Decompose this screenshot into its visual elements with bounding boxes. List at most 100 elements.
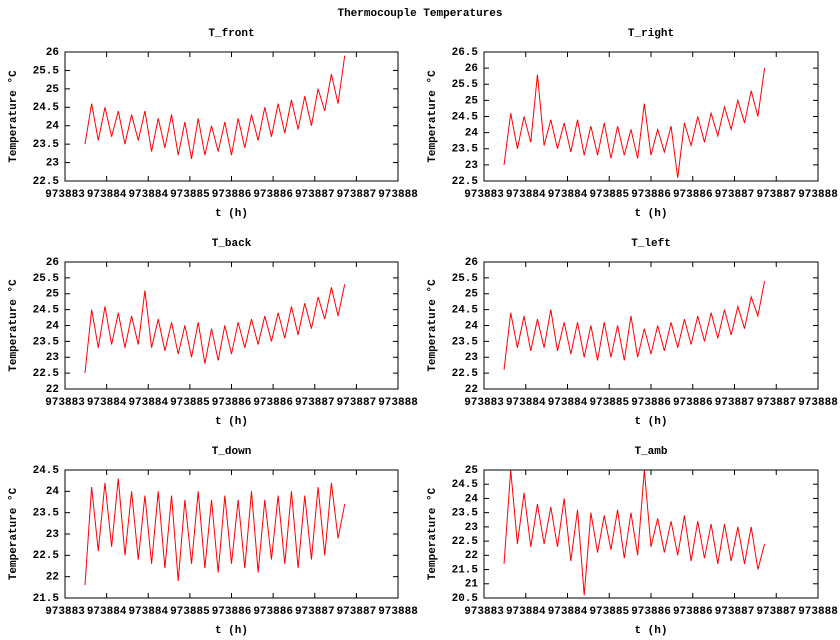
x-axis-label: t (h) <box>634 625 667 637</box>
y-tick-label: 25 <box>46 289 60 301</box>
y-tick-label: 24 <box>46 486 60 498</box>
x-tick-label: 973885 <box>589 606 629 618</box>
plot-frame <box>483 261 819 390</box>
x-tick-label: 973884 <box>87 189 127 201</box>
x-tick-label: 973886 <box>212 397 252 409</box>
x-tick-label: 973887 <box>337 606 377 618</box>
y-tick-label: 24 <box>465 128 479 140</box>
y-tick-label: 25.5 <box>452 273 479 285</box>
y-tick-label: 23 <box>46 352 60 364</box>
y-tick-label: 23.5 <box>452 144 479 156</box>
x-tick-label: 973883 <box>464 189 504 201</box>
x-tick-label: 973886 <box>253 189 293 201</box>
x-tick-label: 973886 <box>673 189 713 201</box>
x-tick-label: 973885 <box>170 397 210 409</box>
y-tick-label: 26 <box>465 257 478 269</box>
x-tick-label: 973885 <box>589 189 629 201</box>
y-axis-label: Temperature °C <box>8 279 20 372</box>
y-tick-label: 26 <box>46 257 59 269</box>
y-tick-label: 22.5 <box>452 176 479 188</box>
x-tick-label: 973885 <box>170 189 210 201</box>
y-tick-label: 21.5 <box>33 593 60 605</box>
x-tick-label: 973886 <box>212 606 252 618</box>
y-tick-label: 23 <box>465 522 479 534</box>
y-axis-label: Temperature °C <box>8 487 20 580</box>
y-tick-label: 23.5 <box>452 336 479 348</box>
x-tick-label: 973886 <box>673 606 713 618</box>
y-tick-label: 22.5 <box>33 368 60 380</box>
y-tick-label: 22.5 <box>452 536 479 548</box>
y-tick-label: 26 <box>46 47 59 59</box>
subplot-title: T_amb <box>634 446 667 458</box>
x-tick-label: 973887 <box>715 606 755 618</box>
y-axis-label: Temperature °C <box>427 487 439 580</box>
x-tick-label: 973888 <box>798 189 838 201</box>
y-tick-label: 22 <box>465 384 478 396</box>
x-tick-label: 973888 <box>378 189 418 201</box>
y-tick-label: 24 <box>465 493 479 505</box>
y-tick-label: 22.5 <box>33 176 60 188</box>
x-tick-label: 973888 <box>798 397 838 409</box>
plot-frame <box>64 261 399 390</box>
y-axis-label: Temperature °C <box>8 70 20 163</box>
x-tick-label: 973888 <box>378 397 418 409</box>
x-tick-label: 973886 <box>631 606 671 618</box>
x-tick-label: 973886 <box>673 397 713 409</box>
x-tick-label: 973884 <box>548 606 588 618</box>
x-axis-label: t (h) <box>634 208 667 220</box>
y-tick-label: 24.5 <box>452 305 479 317</box>
y-tick-label: 25 <box>465 289 479 301</box>
y-tick-label: 23.5 <box>33 336 60 348</box>
y-tick-label: 23 <box>465 160 479 172</box>
plot-frame <box>64 51 399 182</box>
y-tick-label: 20.5 <box>452 593 479 605</box>
y-tick-label: 23 <box>46 529 60 541</box>
x-tick-label: 973886 <box>212 189 252 201</box>
data-line <box>503 469 766 596</box>
x-tick-label: 973887 <box>337 397 377 409</box>
data-line <box>503 68 766 178</box>
x-tick-label: 973883 <box>464 397 504 409</box>
x-tick-label: 973884 <box>506 397 546 409</box>
x-tick-label: 973887 <box>295 397 335 409</box>
y-tick-label: 23 <box>465 352 479 364</box>
x-tick-label: 973883 <box>45 397 85 409</box>
y-axis-label: Temperature °C <box>427 70 439 163</box>
y-tick-label: 24.5 <box>33 305 60 317</box>
y-tick-label: 23.5 <box>33 508 60 520</box>
x-tick-label: 973884 <box>548 397 588 409</box>
plot-frame <box>483 469 819 599</box>
y-tick-label: 23 <box>46 157 60 169</box>
x-tick-label: 973887 <box>756 189 796 201</box>
y-tick-label: 25 <box>465 95 479 107</box>
y-tick-label: 25 <box>465 465 479 477</box>
y-tick-label: 25.5 <box>33 273 60 285</box>
y-tick-label: 24.5 <box>452 111 479 123</box>
x-tick-label: 973884 <box>128 189 168 201</box>
y-tick-label: 24 <box>46 320 60 332</box>
x-tick-label: 973886 <box>253 606 293 618</box>
x-tick-label: 973884 <box>87 397 127 409</box>
x-tick-label: 973884 <box>128 397 168 409</box>
y-tick-label: 22.5 <box>33 550 60 562</box>
x-tick-label: 973887 <box>337 189 377 201</box>
data-line <box>503 280 766 371</box>
y-tick-label: 24 <box>46 121 60 133</box>
y-tick-label: 24.5 <box>33 465 60 477</box>
x-tick-label: 973883 <box>45 189 85 201</box>
subplot-title: T_down <box>212 446 252 458</box>
subplot-title: T_front <box>208 28 254 40</box>
y-tick-label: 21.5 <box>452 564 479 576</box>
x-tick-label: 973886 <box>253 397 293 409</box>
subplot-title: T_back <box>212 238 252 250</box>
x-tick-label: 973887 <box>756 606 796 618</box>
x-tick-label: 973883 <box>464 606 504 618</box>
y-tick-label: 24.5 <box>452 479 479 491</box>
x-axis-label: t (h) <box>215 416 248 428</box>
y-tick-label: 22 <box>46 572 59 584</box>
x-tick-label: 973886 <box>631 397 671 409</box>
x-tick-label: 973887 <box>715 397 755 409</box>
x-tick-label: 973887 <box>715 189 755 201</box>
y-tick-label: 26 <box>465 63 478 75</box>
